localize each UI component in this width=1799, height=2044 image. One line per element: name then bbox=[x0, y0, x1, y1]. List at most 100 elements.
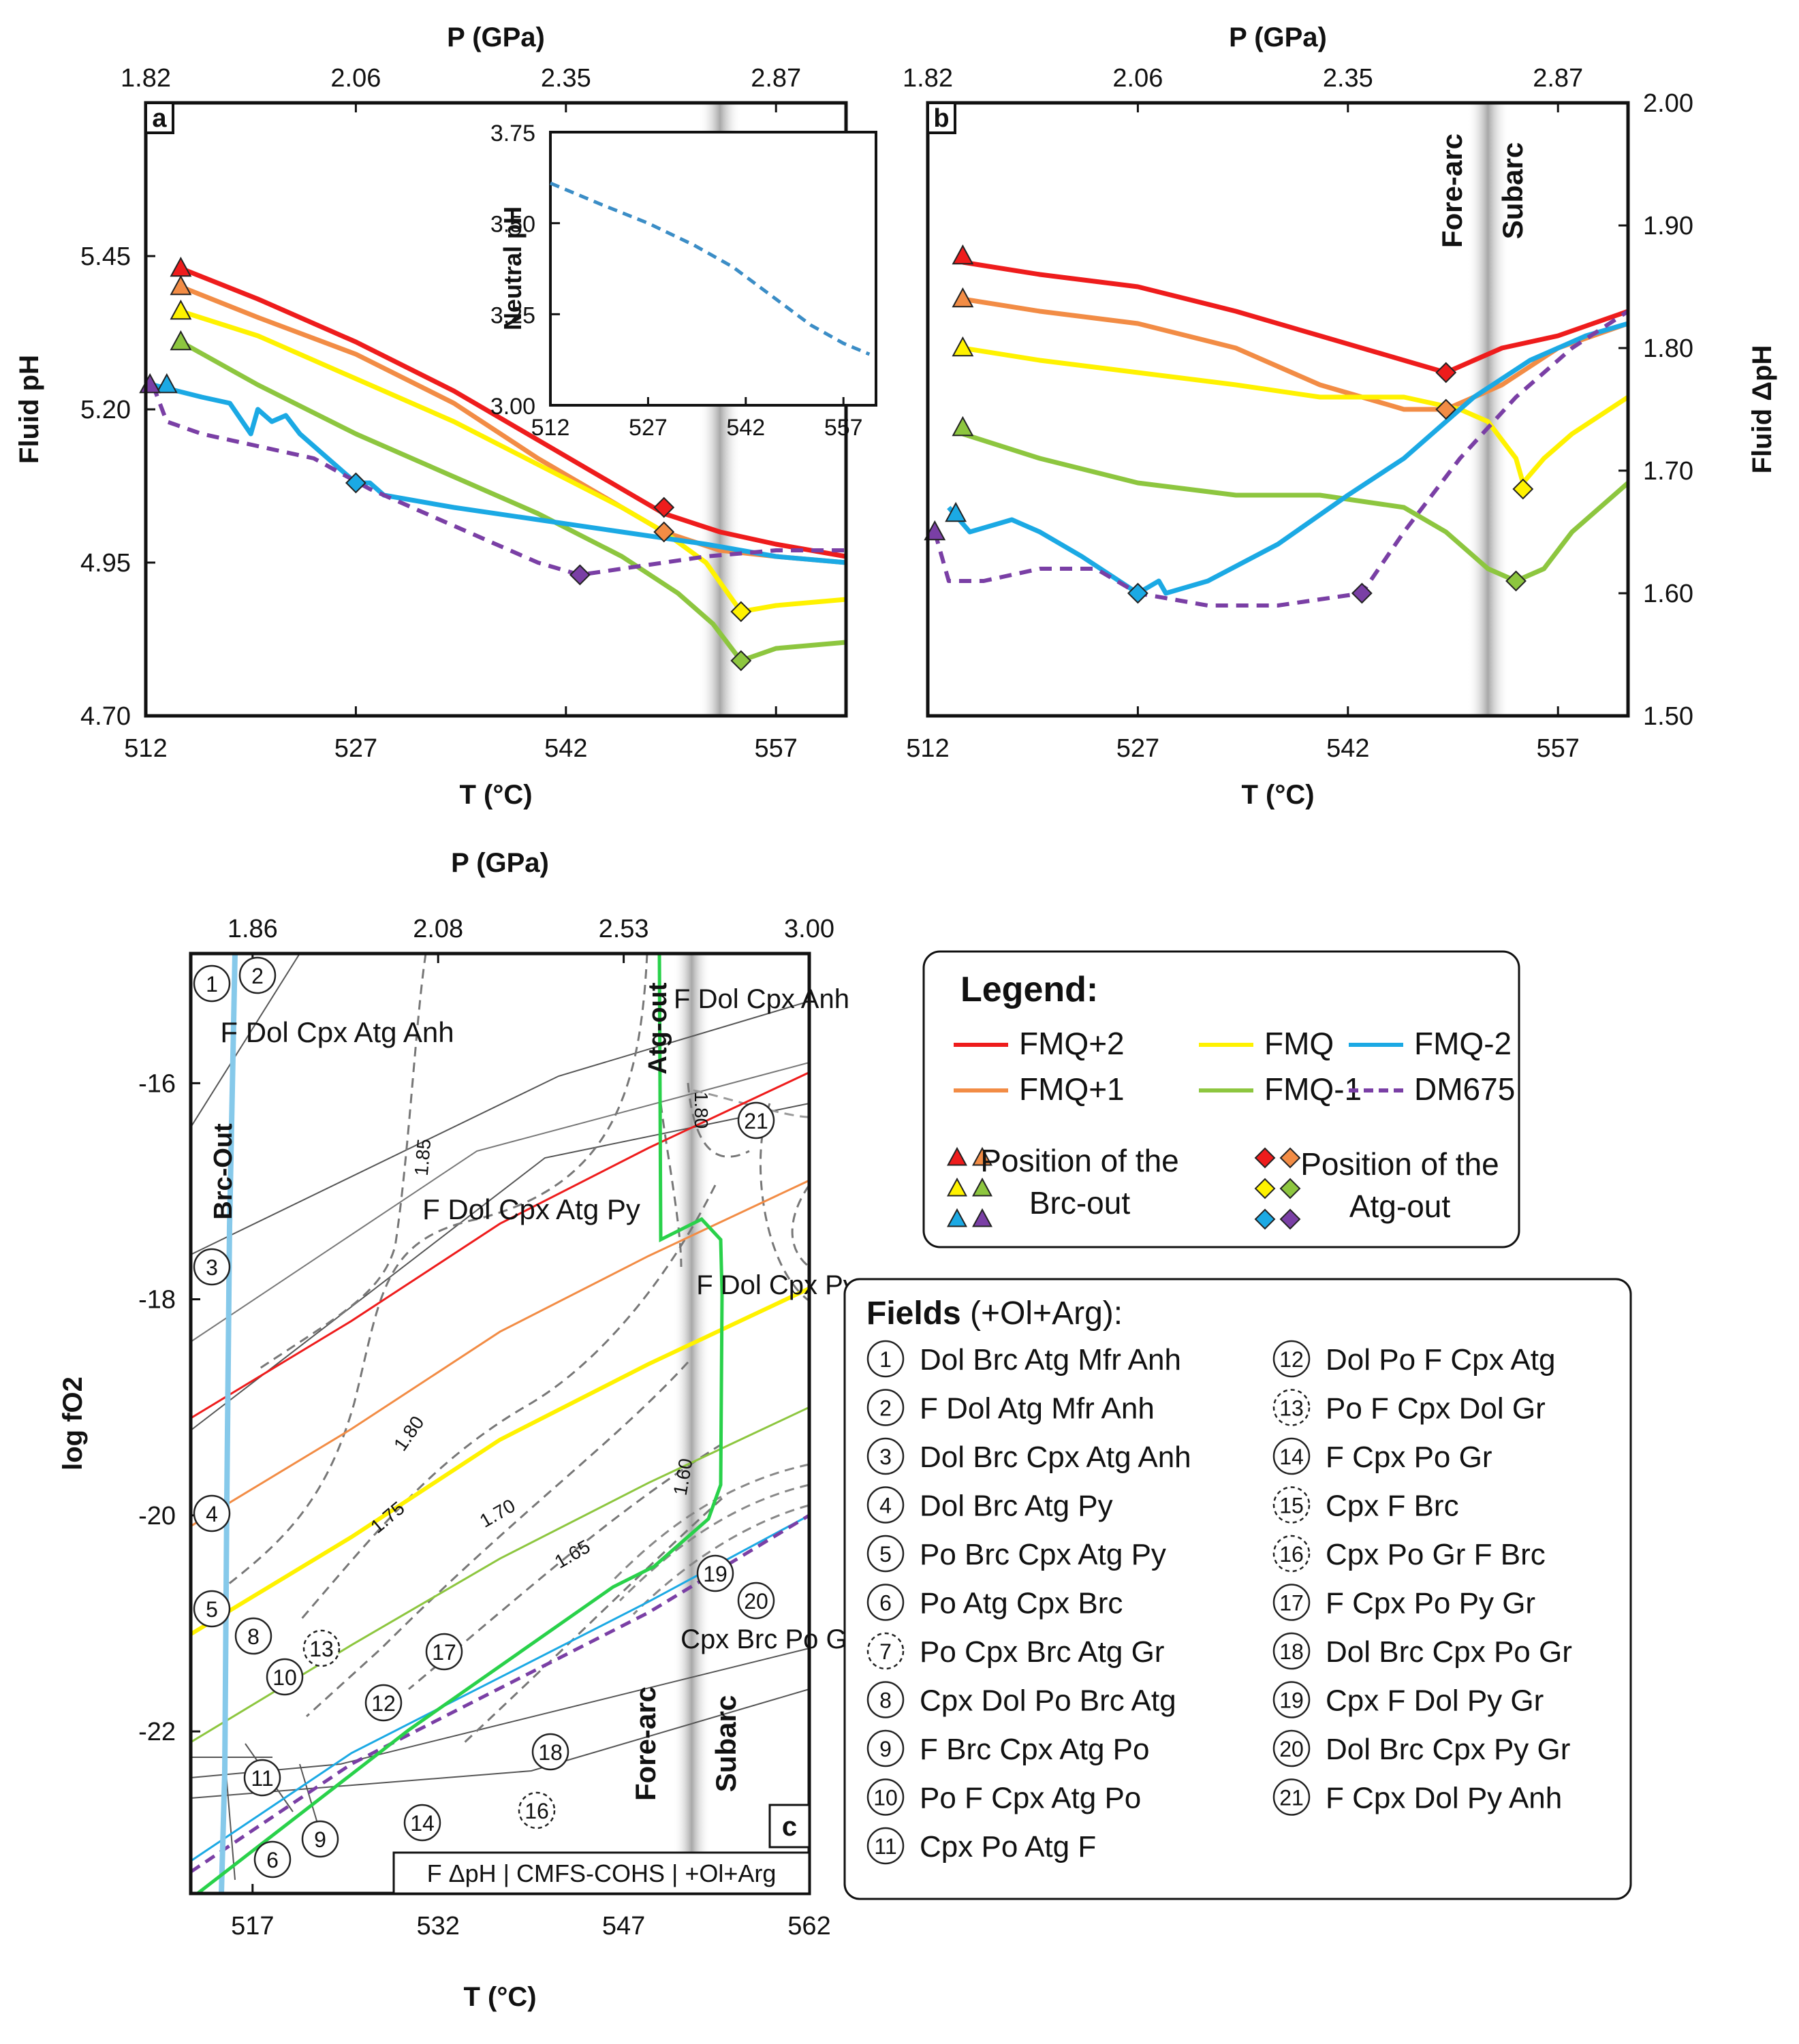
panel-c: 517 532 547 562 -16-18-20-22 1.86 2.08 2.53 3.… bbox=[58, 848, 857, 2012]
panel-b-subarc-label: Subarc bbox=[1497, 142, 1529, 239]
panel-b-ylabel: Fluid ΔpH bbox=[1747, 345, 1777, 474]
fields-number-label: 4 bbox=[879, 1494, 892, 1518]
field-number-label: 19 bbox=[703, 1562, 728, 1586]
fields-number-circle bbox=[1272, 1389, 1311, 1426]
panel-c-x-tick-label: 547 bbox=[602, 1912, 645, 1940]
contour-label-165: 1.65 bbox=[551, 1536, 594, 1573]
fields-item-label: Dol Brc Atg Py bbox=[920, 1490, 1113, 1523]
fields-item-label: F Cpx Po Py Gr bbox=[1326, 1587, 1535, 1620]
panel-c-series-fmq bbox=[189, 1286, 811, 1636]
inset-y-tick-label: 3.25 bbox=[490, 302, 535, 328]
legend-atg-out-marker bbox=[1254, 1208, 1276, 1230]
fields-title-main: Fields bbox=[866, 1295, 961, 1332]
fields-number-circle bbox=[1272, 1340, 1311, 1378]
panel-c-y-tick-label: -16 bbox=[138, 1069, 176, 1098]
atg-out-marker-fmq-2 bbox=[653, 497, 675, 518]
brc-out-marker-fmq-2 bbox=[952, 244, 974, 265]
atg-out-marker-fmq-2 bbox=[1127, 582, 1148, 604]
panel-c-x-tick-label: 532 bbox=[416, 1912, 459, 1940]
series-line-fmq-1 bbox=[179, 339, 847, 663]
fields-box bbox=[843, 1278, 1632, 1900]
panel-c-letter: c bbox=[782, 1812, 797, 1842]
panel-c-top-tick-label: 3.00 bbox=[784, 915, 834, 943]
panel-a-x-tick-label: 542 bbox=[544, 734, 587, 763]
panel-c-x-tick-label: 562 bbox=[787, 1912, 830, 1940]
legend-atg-out-marker bbox=[1279, 1147, 1301, 1169]
panel-c-x-tick-label: 517 bbox=[231, 1912, 274, 1940]
field-number-circle bbox=[253, 1840, 292, 1878]
fields-number-circle bbox=[1272, 1486, 1311, 1524]
fields-title: Fields (+Ol+Arg): bbox=[866, 1295, 1123, 1332]
panel-a-top-label: P (GPa) bbox=[447, 22, 545, 52]
fields-number-circle bbox=[866, 1778, 905, 1816]
field-number-circle bbox=[301, 1820, 339, 1858]
field-number-circle bbox=[518, 1791, 556, 1829]
panel-c-y-tick-label: -22 bbox=[138, 1718, 176, 1746]
fields-number-circle bbox=[1272, 1729, 1311, 1767]
inset-y-tick-label: 3.00 bbox=[490, 394, 535, 420]
panel-c-y-tick-label: -20 bbox=[138, 1502, 176, 1530]
field-number-circle bbox=[266, 1658, 304, 1696]
fields-number-circle bbox=[866, 1340, 905, 1378]
brc-out-marker-fmq-1 bbox=[170, 274, 192, 296]
field-number-circle bbox=[425, 1633, 463, 1671]
legend-atg-out-marker bbox=[1254, 1178, 1276, 1199]
panel-b-x-tick-label: 527 bbox=[1116, 734, 1159, 763]
panel-c-series-fmq-1 bbox=[190, 1179, 810, 1527]
fields-number-label: 16 bbox=[1279, 1542, 1304, 1567]
legend-label-fmq-2: FMQ-2 bbox=[1414, 1026, 1512, 1061]
atg-out-boundary bbox=[196, 953, 724, 1895]
panel-a-y-tick-label: 4.95 bbox=[80, 549, 131, 578]
panel-b-top-tick-label: 2.06 bbox=[1112, 64, 1163, 93]
field-number-circle bbox=[737, 1582, 775, 1620]
atg-out-marker-fmq-1 bbox=[730, 650, 752, 672]
field-number-circle bbox=[193, 1248, 231, 1286]
field-number-circle bbox=[302, 1629, 341, 1667]
fields-number-label: 13 bbox=[1279, 1396, 1304, 1421]
panel-c-letter-box bbox=[768, 1804, 811, 1849]
fields-item-label: F Cpx Po Gr bbox=[1326, 1441, 1492, 1474]
legend-brc-note-2: Brc-out bbox=[1029, 1185, 1130, 1221]
fields-item-label: F Brc Cpx Atg Po bbox=[920, 1733, 1149, 1766]
panel-b: 512 527 542 557 1.50 1.60 1.70 1.80 1.90 2.00 1.… bbox=[903, 22, 1777, 810]
legend-atg-note-1: Position of the bbox=[1300, 1146, 1499, 1182]
brc-out-marker-fmq-1 bbox=[170, 330, 192, 351]
field-number-label: 10 bbox=[272, 1665, 297, 1690]
field-number-label: 11 bbox=[251, 1766, 273, 1791]
field-number-label: 14 bbox=[410, 1811, 435, 1836]
atg-out-marker-dm675 bbox=[569, 564, 591, 586]
fields-number-label: 10 bbox=[873, 1786, 898, 1810]
fields-number-label: 11 bbox=[874, 1834, 896, 1859]
panel-c-top-tick-label: 2.08 bbox=[413, 915, 463, 943]
panel-b-x-tick-label: 557 bbox=[1536, 734, 1579, 763]
legend-brc-out-marker bbox=[972, 1146, 992, 1166]
fields-item-label: Cpx Po Atg F bbox=[920, 1830, 1096, 1864]
field-number-circle bbox=[193, 964, 231, 1003]
legend-label-fmq-1: FMQ+1 bbox=[1019, 1071, 1125, 1107]
fields-number-circle bbox=[866, 1389, 905, 1426]
field-number-label: 3 bbox=[206, 1255, 218, 1280]
brc-out-marker-fmq-2 bbox=[170, 256, 192, 277]
fields-number-label: 6 bbox=[879, 1591, 892, 1616]
panel-c-subarc-label: Subarc bbox=[710, 1695, 742, 1792]
inset-x-tick-label: 542 bbox=[726, 415, 765, 441]
field-number-circle bbox=[737, 1101, 775, 1139]
fields-number-label: 20 bbox=[1279, 1737, 1304, 1761]
panel-b-top-label: P (GPa) bbox=[1229, 22, 1327, 52]
fields-number-circle bbox=[1272, 1632, 1311, 1670]
panel-a-xlabel: T (°C) bbox=[459, 780, 532, 810]
legend-brc-out-marker bbox=[972, 1208, 992, 1227]
field-number-label: 20 bbox=[744, 1589, 768, 1614]
fields-number-label: 19 bbox=[1279, 1688, 1304, 1713]
inset-x-tick-label: 557 bbox=[824, 415, 863, 441]
fields-item-label: Dol Po F Cpx Atg bbox=[1326, 1343, 1555, 1377]
inset-ylabel: Neutral pH bbox=[499, 206, 527, 330]
panel-b-letter: b bbox=[933, 104, 949, 133]
series-line-fmq-1 bbox=[962, 431, 1630, 584]
field-number-circle bbox=[234, 1617, 272, 1655]
panel-b-transition-band bbox=[1467, 103, 1509, 716]
field-label-4: F Dol Cpx Py bbox=[696, 1270, 857, 1300]
panel-b-forearc-label: Fore-arc bbox=[1436, 133, 1468, 248]
panel-a-ylabel: Fluid pH bbox=[14, 355, 44, 464]
series-line-fmq-2 bbox=[152, 382, 847, 565]
